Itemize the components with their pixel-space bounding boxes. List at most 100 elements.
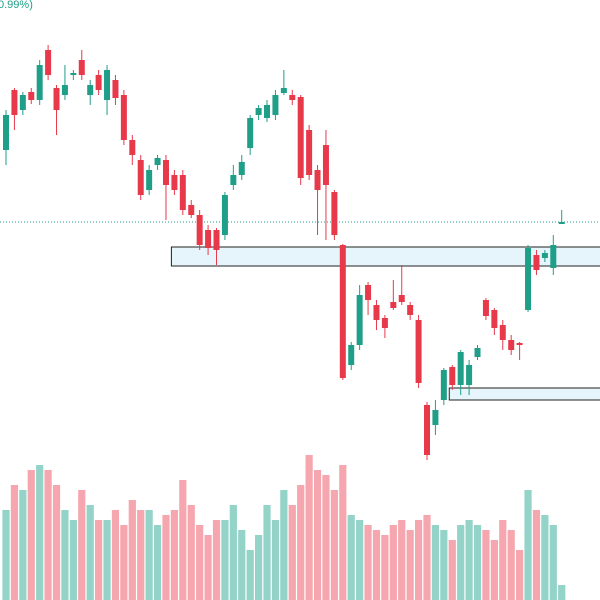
volume-bar bbox=[406, 530, 414, 600]
candle-body bbox=[356, 295, 363, 345]
volume-bar bbox=[414, 520, 423, 600]
candle-body bbox=[61, 85, 68, 95]
candle-body bbox=[112, 80, 119, 98]
candle-body bbox=[348, 345, 355, 365]
volume-bar bbox=[69, 520, 77, 600]
volume-bar bbox=[95, 520, 103, 600]
volume-bar bbox=[457, 525, 465, 600]
volume-bar bbox=[524, 490, 532, 600]
volume-bar bbox=[499, 520, 507, 600]
candle-body bbox=[70, 73, 77, 75]
volume-bar bbox=[179, 480, 187, 600]
volume-bar bbox=[541, 515, 549, 600]
volume-bar bbox=[103, 520, 111, 600]
candle-body bbox=[255, 108, 262, 115]
candle-body bbox=[238, 162, 245, 175]
volume-bar bbox=[36, 465, 44, 600]
candle-body bbox=[221, 195, 228, 235]
volume-bar bbox=[27, 470, 35, 600]
candle-body bbox=[424, 405, 430, 455]
candle-body bbox=[432, 410, 439, 425]
candle-body bbox=[491, 310, 498, 328]
volume-bar bbox=[347, 515, 355, 600]
candle-body bbox=[36, 65, 43, 100]
candle-body bbox=[541, 253, 548, 258]
volume-bar bbox=[111, 510, 120, 600]
volume-bar bbox=[204, 535, 212, 600]
candle-body bbox=[390, 302, 397, 308]
plot bbox=[0, 45, 600, 600]
volume-bar bbox=[465, 520, 473, 600]
volume-bar bbox=[516, 550, 524, 600]
volume-bar bbox=[532, 510, 541, 600]
candle-body bbox=[28, 92, 35, 100]
candle-body bbox=[381, 318, 388, 328]
candle-body bbox=[162, 160, 169, 185]
volume-bar bbox=[153, 525, 162, 600]
candle-body bbox=[171, 175, 178, 190]
candle-body bbox=[78, 60, 85, 75]
volume-bar bbox=[187, 505, 195, 600]
volume-bar bbox=[558, 585, 566, 600]
candle-body bbox=[3, 115, 9, 150]
candle-body bbox=[87, 85, 94, 95]
candle-body bbox=[558, 222, 565, 224]
volume-bar bbox=[364, 525, 372, 600]
candle-body bbox=[533, 255, 540, 270]
candle-body bbox=[45, 50, 52, 75]
volume-bar bbox=[423, 515, 431, 600]
volume-bar bbox=[271, 520, 280, 600]
candle-body bbox=[314, 170, 321, 190]
volume-bar bbox=[398, 520, 406, 600]
candle-body bbox=[415, 320, 422, 383]
candle-body bbox=[280, 88, 287, 93]
candle-body bbox=[11, 90, 18, 115]
candle-body bbox=[398, 295, 405, 302]
candle-body bbox=[373, 305, 380, 320]
volume-bar bbox=[288, 505, 296, 600]
volume-bar bbox=[128, 500, 136, 600]
candle-body bbox=[289, 95, 296, 100]
candle-body bbox=[205, 230, 212, 248]
volume-bar bbox=[339, 465, 347, 600]
volume-bar bbox=[255, 535, 263, 600]
volume-bar bbox=[2, 510, 10, 600]
candle-body bbox=[322, 145, 329, 185]
candle-body bbox=[466, 365, 473, 385]
volume-bar bbox=[330, 490, 338, 600]
volume-bar bbox=[170, 510, 178, 600]
volume-bar bbox=[52, 485, 61, 600]
candle-body bbox=[137, 160, 144, 195]
volume-bar bbox=[120, 525, 128, 600]
candle-body bbox=[550, 245, 557, 268]
volume-bar bbox=[145, 510, 153, 600]
volume-bar bbox=[473, 525, 482, 600]
candle-body bbox=[179, 175, 186, 210]
candle-body bbox=[339, 245, 346, 378]
candle-body bbox=[306, 130, 313, 175]
volume-bar bbox=[263, 505, 271, 600]
volume-bar bbox=[356, 520, 364, 600]
candle-body bbox=[19, 95, 26, 110]
volume-bar bbox=[162, 515, 170, 600]
candle-body bbox=[95, 75, 102, 90]
volume-bar bbox=[313, 470, 322, 600]
candle-body bbox=[247, 118, 254, 148]
candle-body bbox=[482, 300, 489, 316]
volume-bar bbox=[246, 550, 254, 600]
volume-bar bbox=[431, 525, 440, 600]
candle-body bbox=[516, 343, 523, 345]
volume-bar bbox=[196, 525, 204, 600]
candle-body bbox=[407, 305, 414, 315]
volume-bar bbox=[44, 470, 52, 600]
candle-body bbox=[104, 70, 111, 100]
candle-body bbox=[474, 348, 481, 357]
candle-body bbox=[272, 95, 279, 115]
volume-bar bbox=[381, 535, 389, 600]
candle-body bbox=[53, 88, 60, 110]
candle-body bbox=[230, 175, 237, 185]
candle-body bbox=[449, 367, 456, 385]
candle-body bbox=[297, 97, 304, 178]
candle-body bbox=[525, 248, 532, 310]
